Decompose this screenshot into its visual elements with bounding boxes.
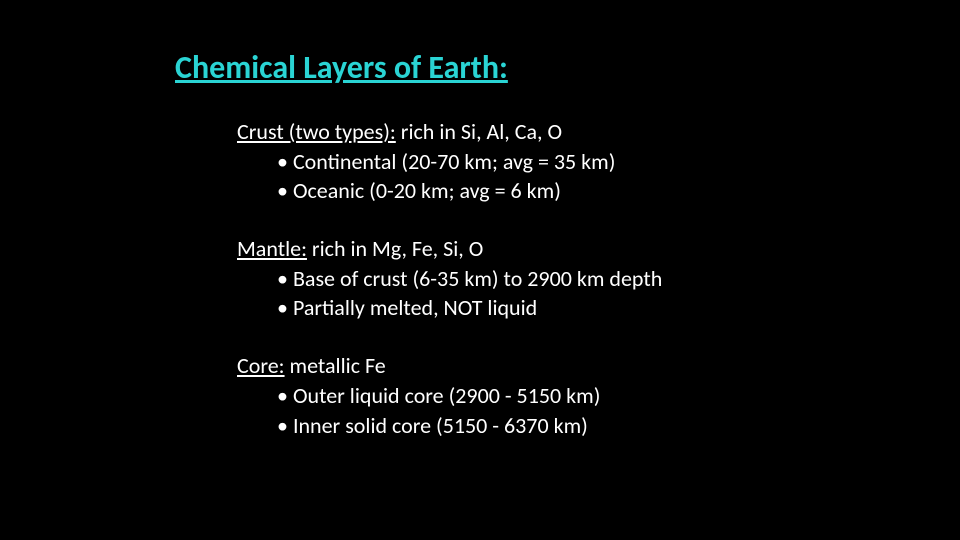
section-core: Core: metallic Fe Outer liquid core (290… <box>237 351 960 440</box>
slide-body: Crust (two types): rich in Si, Al, Ca, O… <box>175 117 960 440</box>
section-rest: rich in Si, Al, Ca, O <box>396 118 562 145</box>
section-lead: Mantle: <box>237 235 307 262</box>
section-head: Crust (two types): rich in Si, Al, Ca, O <box>237 117 960 147</box>
section-head: Core: metallic Fe <box>237 351 960 381</box>
section-head: Mantle: rich in Mg, Fe, Si, O <box>237 234 960 264</box>
section-rest: metallic Fe <box>285 352 386 379</box>
bullet-item: Outer liquid core (2900 - 5150 km) <box>277 381 960 411</box>
bullet-item: Base of crust (6-35 km) to 2900 km depth <box>277 264 960 294</box>
section-lead: Core: <box>237 352 285 379</box>
slide-title: Chemical Layers of Earth: <box>175 48 960 87</box>
bullet-list: Base of crust (6-35 km) to 2900 km depth… <box>237 264 960 323</box>
bullet-item: Continental (20-70 km; avg = 35 km) <box>277 147 960 177</box>
bullet-item: Partially melted, NOT liquid <box>277 293 960 323</box>
bullet-item: Oceanic (0-20 km; avg = 6 km) <box>277 176 960 206</box>
section-mantle: Mantle: rich in Mg, Fe, Si, O Base of cr… <box>237 234 960 323</box>
bullet-list: Outer liquid core (2900 - 5150 km) Inner… <box>237 381 960 440</box>
slide: Chemical Layers of Earth: Crust (two typ… <box>0 0 960 540</box>
section-lead: Crust (two types): <box>237 118 396 145</box>
section-rest: rich in Mg, Fe, Si, O <box>307 235 483 262</box>
bullet-list: Continental (20-70 km; avg = 35 km) Ocea… <box>237 147 960 206</box>
bullet-item: Inner solid core (5150 - 6370 km) <box>277 411 960 441</box>
section-crust: Crust (two types): rich in Si, Al, Ca, O… <box>237 117 960 206</box>
